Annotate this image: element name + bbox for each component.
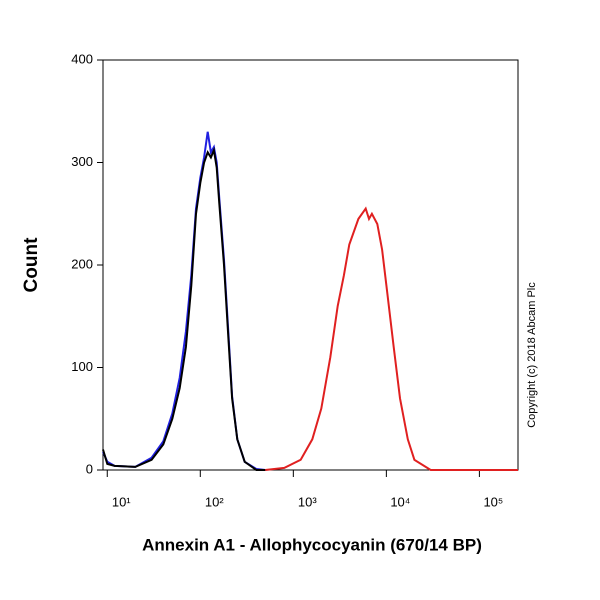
- x-tick-label: 10⁴: [390, 494, 410, 509]
- y-tick-label: 0: [86, 461, 93, 476]
- y-tick-label: 300: [71, 154, 93, 169]
- plot-frame: [102, 59, 519, 471]
- histogram-line: [102, 131, 266, 471]
- x-tick-label: 10⁵: [483, 494, 503, 509]
- y-tick-label: 400: [71, 51, 93, 66]
- x-tick-label: 10³: [298, 494, 317, 509]
- y-axis-label: Count: [21, 237, 42, 293]
- x-tick-label: 10²: [205, 494, 224, 509]
- y-tick-label: 100: [71, 359, 93, 374]
- copyright: Copyright (c) 2018 Abcam Plc: [526, 282, 538, 428]
- x-tick-label: 10¹: [112, 494, 131, 509]
- x-axis-label: Annexin A1 - Allophycocyanin (670/14 BP): [142, 535, 482, 554]
- y-tick-label: 200: [71, 256, 93, 271]
- histogram-line: [102, 146, 266, 471]
- histogram-line: [265, 206, 518, 471]
